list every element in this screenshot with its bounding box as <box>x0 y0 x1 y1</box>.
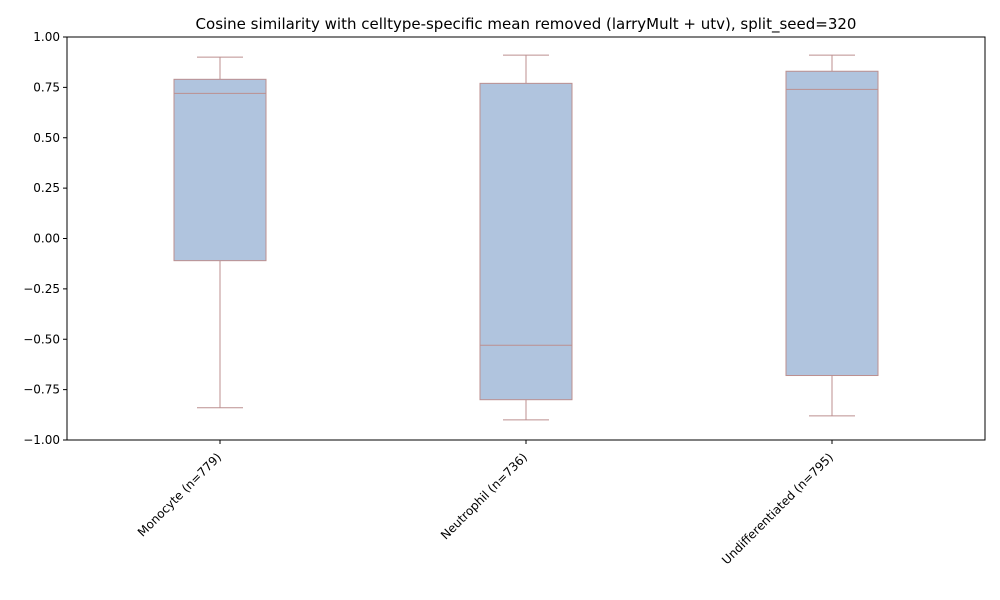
x-tick-label: Monocyte (n=779) <box>135 450 224 539</box>
x-tick-label: Neutrophil (n=736) <box>438 450 530 542</box>
chart-title: Cosine similarity with celltype-specific… <box>196 15 857 34</box>
iqr-box <box>173 78 267 262</box>
iqr-box <box>785 70 879 377</box>
y-tick-label: 1.00 <box>33 30 60 44</box>
box-group <box>479 54 573 421</box>
x-tick-label: Undifferentiated (n=795) <box>719 450 836 567</box>
y-axis: −1.00 −0.75 −0.50 −0.25 0.00 0.25 0.50 0.75 1.00 <box>23 30 67 447</box>
x-axis: Monocyte (n=779) Neutrophil (n=736) Undiff… <box>135 440 836 567</box>
y-tick-label: 0.50 <box>33 131 60 145</box>
iqr-box <box>479 82 573 401</box>
y-tick-label: −1.00 <box>23 433 60 447</box>
boxes <box>173 54 879 421</box>
y-tick-label: 0.25 <box>33 181 60 195</box>
y-tick-label: 0.75 <box>33 80 60 94</box>
plot-frame <box>66 36 986 441</box>
y-tick-label: 0.00 <box>33 232 60 246</box>
box-group <box>785 54 879 417</box>
y-tick-label: −0.75 <box>23 383 60 397</box>
y-tick-label: −0.50 <box>23 332 60 346</box>
box-group <box>173 56 267 409</box>
y-tick-label: −0.25 <box>23 282 60 296</box>
